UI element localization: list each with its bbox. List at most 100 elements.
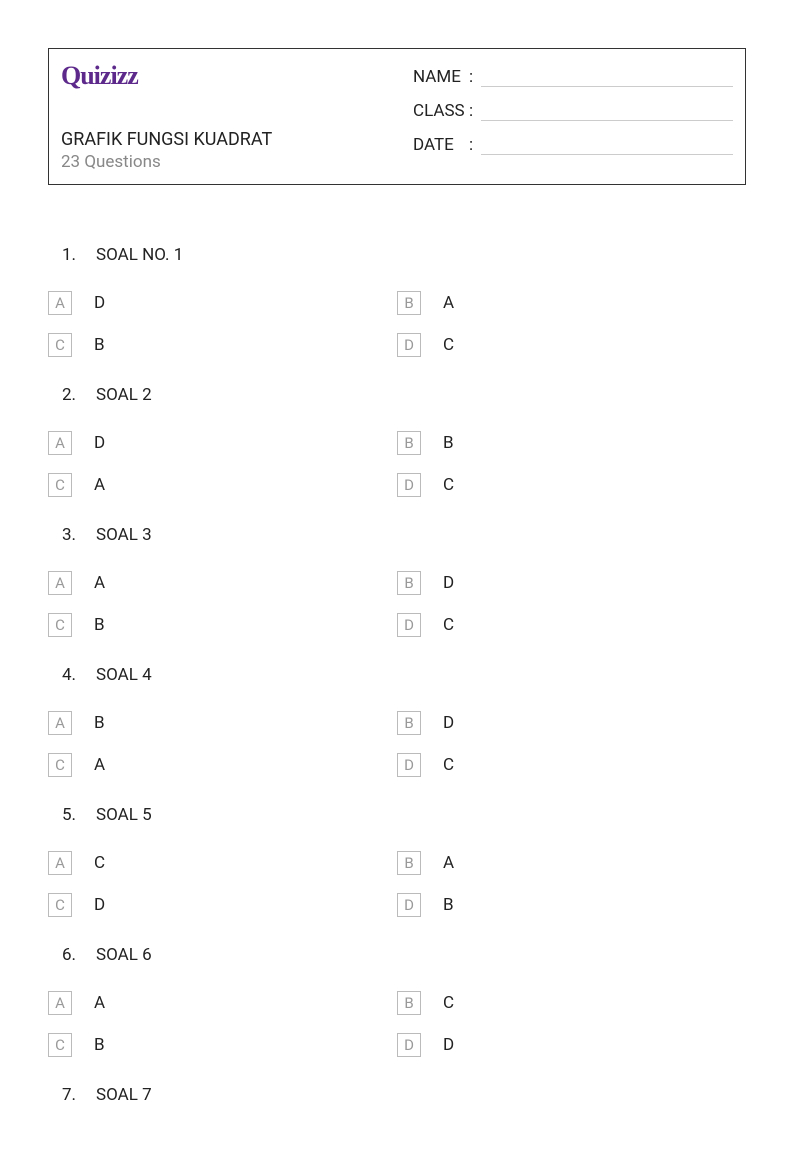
option-letter-box: D [397,613,421,637]
option-d[interactable]: D C [397,613,746,637]
option-letter-box: A [48,571,72,595]
option-a[interactable]: A A [48,571,397,595]
option-text: D [443,573,454,593]
class-field-row: CLASS : [413,99,733,121]
option-a[interactable]: A A [48,991,397,1015]
question-number: 6. [48,945,84,965]
options-grid: A A B C C B D D [48,991,746,1057]
option-c[interactable]: C B [48,333,397,357]
option-c[interactable]: C B [48,613,397,637]
option-letter-box: C [48,473,72,497]
option-text: A [94,755,105,775]
option-text: C [443,755,454,775]
question-header: 6. SOAL 6 [48,945,746,965]
question-header: 2. SOAL 2 [48,385,746,405]
class-input-line[interactable] [481,99,733,121]
question-number: 4. [48,665,84,685]
header-right: NAME : CLASS : DATE : [413,61,733,172]
question-header: 1. SOAL NO. 1 [48,245,746,265]
option-a[interactable]: A D [48,291,397,315]
option-letter-box: D [397,893,421,917]
option-letter-box: A [48,851,72,875]
option-letter-box: D [397,753,421,777]
option-text: B [94,615,105,635]
options-grid: A A B D C B D C [48,571,746,637]
option-c[interactable]: C D [48,893,397,917]
option-b[interactable]: B D [397,571,746,595]
name-input-line[interactable] [481,65,733,87]
option-a[interactable]: A C [48,851,397,875]
question-block: 3. SOAL 3 A A B D C B D C [48,525,746,637]
class-label: CLASS [413,101,469,121]
option-a[interactable]: A D [48,431,397,455]
option-text: C [443,475,454,495]
question-block: 6. SOAL 6 A A B C C B D D [48,945,746,1057]
question-number: 3. [48,525,84,545]
quizizz-logo: Quizizz [61,61,138,91]
question-number: 7. [48,1085,84,1105]
question-number: 1. [48,245,84,265]
option-b[interactable]: B A [397,291,746,315]
option-text: A [443,853,454,873]
option-text: B [443,433,454,453]
question-text: SOAL NO. 1 [96,245,183,265]
quiz-title: GRAFIK FUNGSI KUADRAT [61,129,413,150]
option-b[interactable]: B A [397,851,746,875]
option-letter-box: C [48,333,72,357]
option-letter-box: D [397,333,421,357]
option-text: B [443,895,454,915]
option-b[interactable]: B C [397,991,746,1015]
question-text: SOAL 3 [96,525,152,545]
option-letter-box: B [397,711,421,735]
question-block: 5. SOAL 5 A C B A C D D B [48,805,746,917]
option-text: D [443,1035,454,1055]
question-text: SOAL 7 [96,1085,152,1105]
question-header: 4. SOAL 4 [48,665,746,685]
question-block: 1. SOAL NO. 1 A D B A C B D C [48,245,746,357]
option-d[interactable]: D C [397,753,746,777]
option-text: D [443,713,454,733]
option-text: D [94,293,105,313]
question-text: SOAL 5 [96,805,152,825]
date-input-line[interactable] [481,133,733,155]
question-count: 23 Questions [61,152,413,172]
option-c[interactable]: C B [48,1033,397,1057]
option-letter-box: A [48,991,72,1015]
option-text: D [94,433,105,453]
option-d[interactable]: D C [397,333,746,357]
question-block: 4. SOAL 4 A B B D C A D C [48,665,746,777]
option-c[interactable]: C A [48,753,397,777]
colon: : [469,135,477,155]
question-block: 7. SOAL 7 [48,1085,746,1105]
option-d[interactable]: D C [397,473,746,497]
option-text: B [94,335,105,355]
question-header: 5. SOAL 5 [48,805,746,825]
option-text: A [443,293,454,313]
option-text: A [94,475,105,495]
option-text: C [443,615,454,635]
option-c[interactable]: C A [48,473,397,497]
option-text: A [94,573,105,593]
question-text: SOAL 4 [96,665,152,685]
options-grid: A D B B C A D C [48,431,746,497]
option-d[interactable]: D B [397,893,746,917]
header-box: Quizizz GRAFIK FUNGSI KUADRAT 23 Questio… [48,48,746,185]
colon: : [469,67,477,87]
question-block: 2. SOAL 2 A D B B C A D C [48,385,746,497]
option-b[interactable]: B B [397,431,746,455]
option-text: C [94,853,105,873]
option-letter-box: C [48,753,72,777]
option-letter-box: B [397,851,421,875]
question-header: 7. SOAL 7 [48,1085,746,1105]
name-label: NAME [413,67,469,87]
option-letter-box: C [48,613,72,637]
options-grid: A B B D C A D C [48,711,746,777]
option-letter-box: C [48,893,72,917]
option-a[interactable]: A B [48,711,397,735]
option-d[interactable]: D D [397,1033,746,1057]
question-text: SOAL 6 [96,945,152,965]
colon: : [469,101,477,121]
questions-container: 1. SOAL NO. 1 A D B A C B D C 2. SO [48,245,746,1105]
option-b[interactable]: B D [397,711,746,735]
options-grid: A D B A C B D C [48,291,746,357]
